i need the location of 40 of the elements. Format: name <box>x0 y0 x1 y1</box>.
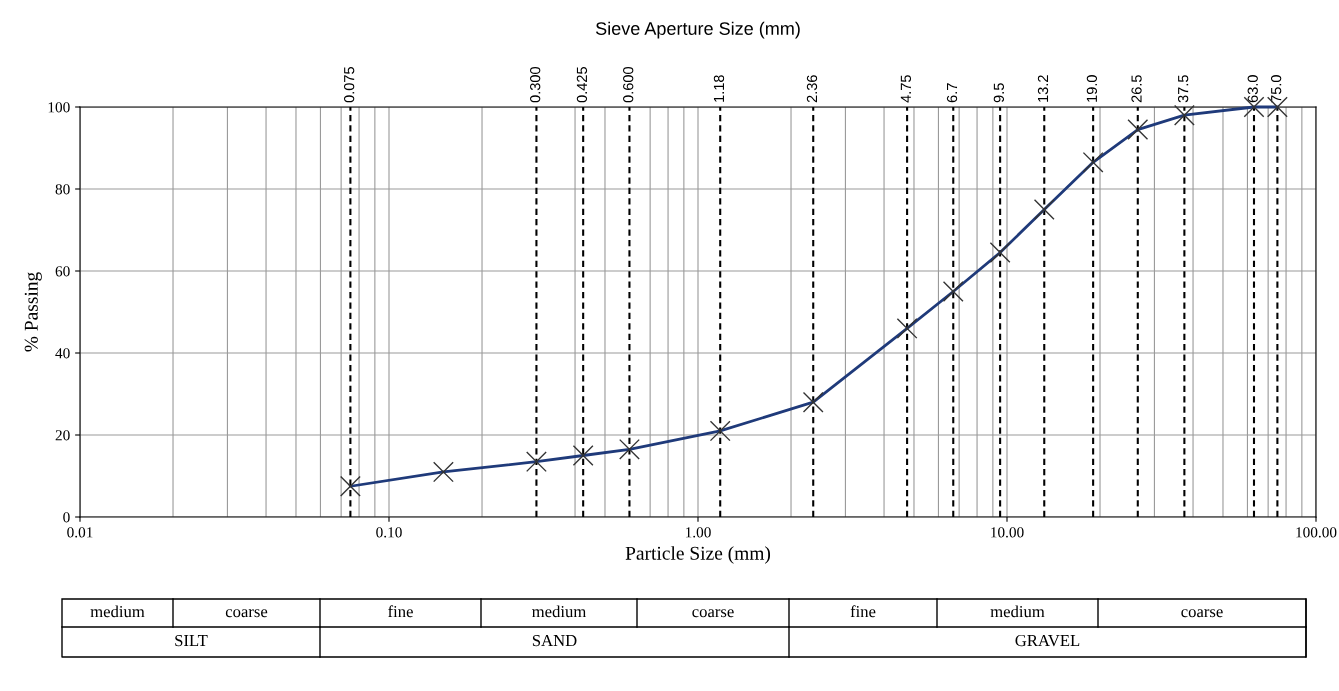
ref-line-label: 0.075 <box>343 67 355 103</box>
text: GRAVEL <box>1015 634 1080 647</box>
y-tick-label: 100 <box>48 102 70 113</box>
text: coarse <box>225 609 268 618</box>
text: SAND <box>532 634 577 647</box>
ref-line-label: 9.5 <box>993 83 1005 103</box>
y-axis-title: % Passing <box>24 272 42 352</box>
ref-line-label: 75.0 <box>1270 75 1282 103</box>
ref-line-label: 37.5 <box>1177 75 1189 103</box>
ref-line-label: 13.2 <box>1037 75 1049 102</box>
y-tick-label: 0 <box>63 512 70 523</box>
x-axis-title: Particle Size (mm) <box>625 546 771 564</box>
x-tick-label: 1.00 <box>685 527 711 538</box>
ref-line-label: 63.0 <box>1247 75 1258 103</box>
text: medium <box>990 605 1045 618</box>
ref-line-label: 6.7 <box>946 83 958 103</box>
ref-line-label: 0.300 <box>530 66 541 103</box>
text: fine <box>388 605 413 618</box>
y-tick-label: 80 <box>55 184 70 195</box>
text: SILT <box>175 634 208 647</box>
x-tick-label: 0.10 <box>376 527 402 538</box>
chart-title: Sieve Aperture Size (mm) <box>595 21 800 39</box>
text: medium <box>532 605 587 618</box>
x-tick-label: 100.00 <box>1296 527 1337 538</box>
ref-line-label: 1.18 <box>713 75 725 102</box>
ref-line-label: 2.36 <box>806 75 818 103</box>
ref-line-label: 19.0 <box>1086 75 1098 102</box>
text: fine <box>850 605 876 618</box>
y-tick-label: 20 <box>55 430 70 441</box>
ref-line-label: 4.75 <box>900 75 912 103</box>
ref-line-label: 0.600 <box>623 66 634 103</box>
text: coarse <box>1181 609 1223 618</box>
text: coarse <box>692 609 734 618</box>
y-tick-label: 60 <box>55 266 70 277</box>
y-tick-label: 40 <box>55 348 70 359</box>
x-tick-label: 0.01 <box>67 527 93 538</box>
text: medium <box>90 605 145 618</box>
x-tick-label: 10.00 <box>991 527 1024 538</box>
ref-line-label: 26.5 <box>1131 75 1142 103</box>
ref-line-label: 0.425 <box>576 67 588 103</box>
